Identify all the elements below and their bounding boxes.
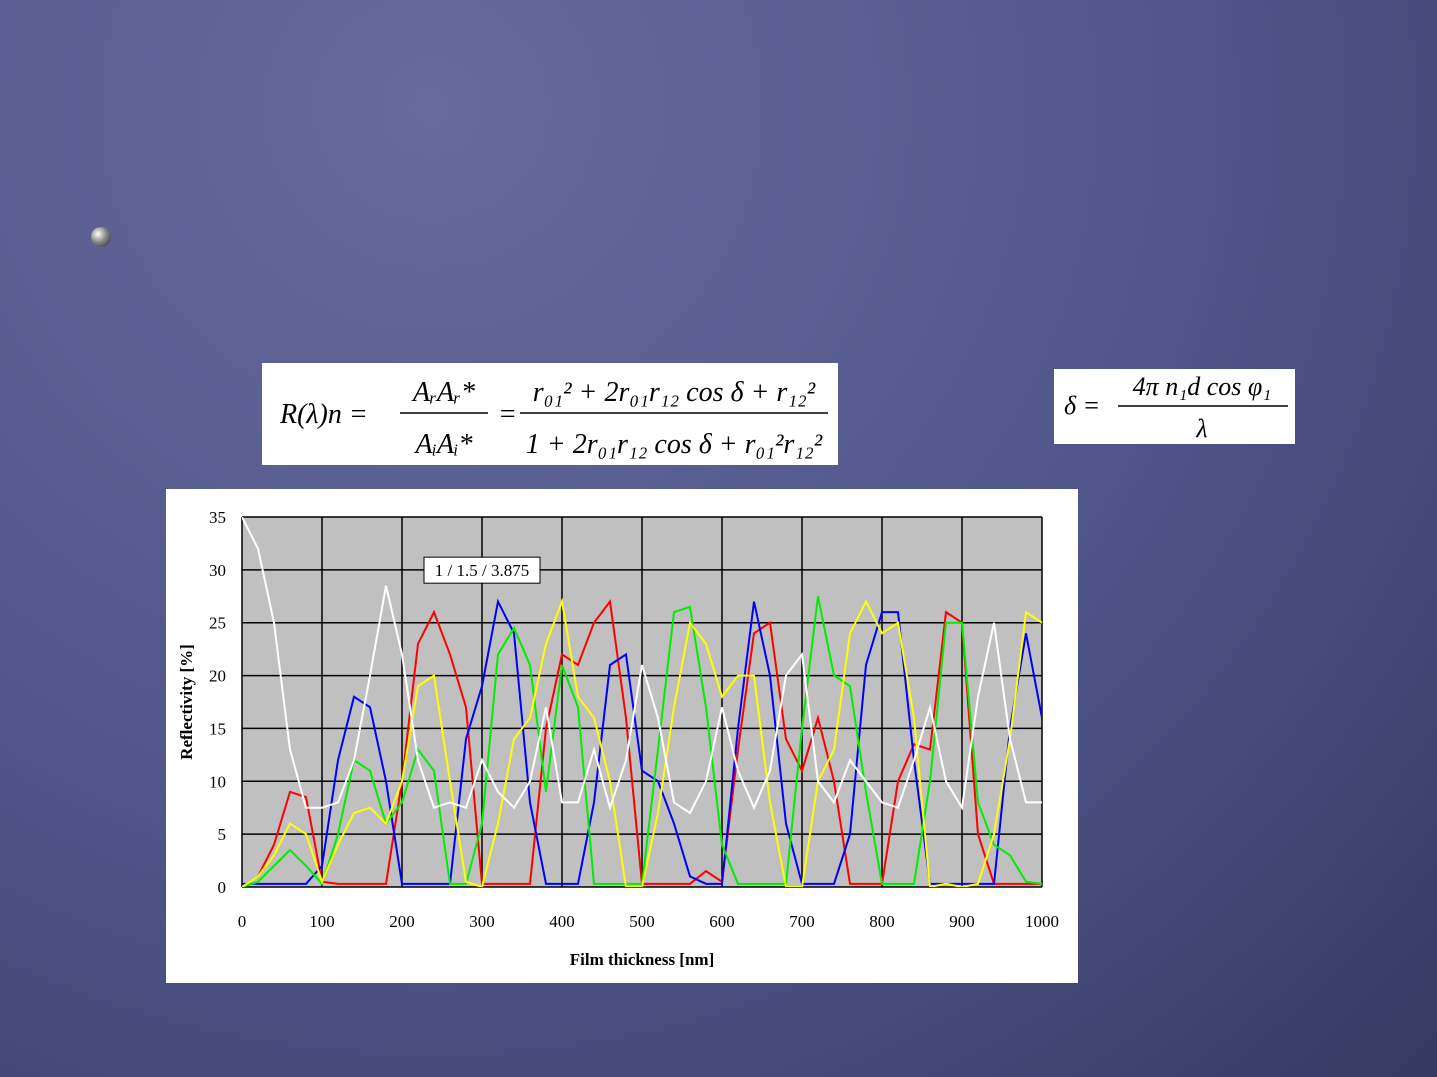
formula-eq: = [498,399,517,430]
bullet [91,227,111,247]
y-tick-label: 30 [209,561,226,580]
formula: R(λ)n = AᵣAᵣ* AᵢAᵢ* = r₀₁² + 2r₀₁r₁₂ cos… [279,377,828,460]
y-tick-label: 15 [209,719,226,738]
y-tick-label: 0 [218,878,227,897]
chart: 0 5 10 15 20 25 30 35 0 100 200 300 400 500 600 700 800 9… [177,508,1059,969]
y-tick-label: 5 [218,825,227,844]
x-tick-label: 500 [629,912,655,931]
chart-box: 0 5 10 15 20 25 30 35 0 100 200 300 400 500 600 700 800 9… [166,489,1078,983]
y-tick-label: 35 [209,508,226,527]
formula: δ = 4π n₁d cos φ₁ λ [1064,372,1288,443]
annotation-box [423,556,541,584]
formula-num: AᵣAᵣ* [411,377,475,408]
x-tick-label: 0 [238,912,247,931]
annotation: 1 / 1.5 / 3.875 [435,561,529,580]
formula-num: r₀₁² + 2r₀₁r₁₂ cos δ + r₁₂² [533,377,816,408]
series-line [242,598,1042,885]
y-tick-label: 10 [209,772,226,791]
x-axis-label: Film thickness [nm] [570,950,715,969]
y-tick-label: 20 [209,667,226,686]
x-tick-label: 300 [469,912,495,931]
x-tick-label: 800 [869,912,895,931]
formula-lhs: R(λ)n = [279,399,368,430]
x-tick-label: 900 [949,912,975,931]
formula-lhs: δ = [1064,391,1100,420]
formula-num: 4π n₁d cos φ₁ [1133,372,1272,401]
formula-den: AᵢAᵢ* [413,429,472,460]
x-tick-label: 100 [309,912,335,931]
series-line [242,597,1042,887]
x-tick-label: 600 [709,912,735,931]
y-axis-label: Reflectivity [%] [177,644,196,760]
formula-box: δ = 4π n₁d cos φ₁ λ [1054,369,1295,444]
series-line [242,517,1042,815]
formula-box: R(λ)n = AᵣAᵣ* AᵢAᵢ* = r₀₁² + 2r₀₁r₁₂ cos… [262,363,838,465]
plot-lines [242,517,1042,887]
x-tick-label: 200 [389,912,415,931]
x-tick-label: 700 [789,912,815,931]
formula-den: λ [1195,414,1207,443]
formula-den: 1 + 2r₀₁r₁₂ cos δ + r₀₁²r₁₂² [526,429,823,460]
x-tick-label: 400 [549,912,575,931]
x-tick-label: 1000 [1025,912,1059,931]
y-tick-label: 25 [209,614,226,633]
